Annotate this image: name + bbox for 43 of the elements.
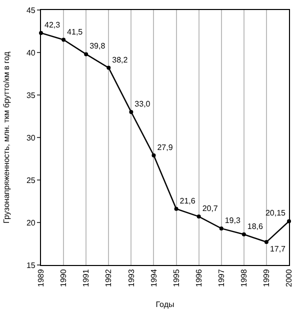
data-label: 19,3 [224,216,241,225]
point [174,206,178,211]
x-tick-label: 2000 [284,268,294,287]
data-label: 17,7 [270,244,286,254]
y-tick-label: 35 [26,90,36,100]
point [106,66,111,70]
data-label: 20,15 [265,208,286,218]
data-label: 42,3 [44,20,61,30]
point [242,232,246,236]
x-tick-label: 1995 [172,268,181,287]
data-label: 38,2 [112,55,128,64]
y-tick-label: 15 [26,260,36,270]
point [62,38,66,42]
x-tick-label: 1996 [194,268,204,287]
x-tick-label: 1993 [126,268,136,287]
x-tick-label: 1998 [240,268,249,287]
x-tick-label: 1989 [36,268,46,287]
y-tick-label: 40 [26,48,36,58]
y-axis-title: Грузонапряженность, млн. ткм брутто/км в год [2,51,12,224]
data-label: 39,8 [90,42,106,51]
data-label: 41,5 [67,27,84,36]
x-axis-title: Годы [156,300,174,310]
x-tick-label: 1997 [216,268,226,287]
point [152,153,156,158]
x-tick-label: 1992 [104,268,114,287]
x-tick-label: 1990 [59,268,68,287]
y-tick-label: 20 [26,218,36,228]
data-label: 27,9 [157,142,174,152]
x-tick-label: 1991 [82,268,91,287]
point [196,214,201,219]
point [219,226,224,230]
data-label: 20,7 [202,204,218,214]
y-tick-label: 30 [26,133,36,142]
data-label: 18,6 [247,222,264,231]
x-tick-label: 1999 [262,268,272,287]
point [129,110,134,114]
x-tick-label: 1994 [149,268,158,287]
y-tick-label: 45 [26,6,36,15]
data-label: 21,6 [180,196,196,206]
y-tick-label: 25 [26,176,36,185]
point [84,52,88,56]
point [264,240,268,244]
data-label: 33,0 [134,100,151,108]
